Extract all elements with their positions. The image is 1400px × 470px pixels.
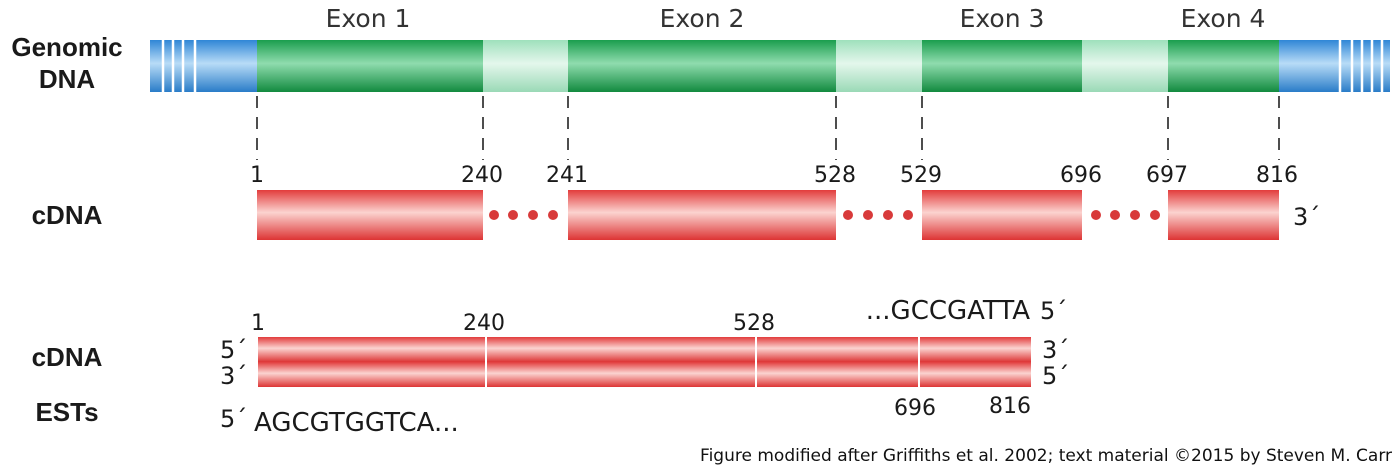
cdna-boundary-529: 529 — [900, 163, 942, 188]
cdna-segment-exon-1 — [257, 190, 483, 240]
cdna-3prime-end: 3´ — [1293, 203, 1320, 231]
utr-5prime-stripes — [161, 40, 197, 92]
cdna-label-top: cDNA — [32, 200, 103, 230]
cdna-label-bottom: cDNA — [32, 342, 103, 372]
exon-3-block — [922, 40, 1082, 92]
utr-3prime — [1279, 40, 1390, 92]
genomic-dna-bar — [150, 40, 1390, 92]
cdna-boundary-528: 528 — [814, 163, 856, 188]
cdna-segment-exon-4 — [1168, 190, 1279, 240]
ests-label: ESTs — [35, 397, 98, 427]
cdna-boundary-696: 696 — [1060, 163, 1102, 188]
exon-boundary-connectors — [256, 96, 1280, 160]
cdna2-right-top-end: 3´ — [1042, 336, 1069, 364]
cdna-segment-exon-3 — [922, 190, 1082, 240]
cdna2-number-528: 528 — [733, 311, 775, 336]
figure-credit: Figure modified after Griffiths et al. 2… — [700, 446, 1392, 466]
exon-3-label: Exon 3 — [960, 4, 1045, 33]
cdna-exon-junction-markers — [485, 337, 920, 387]
cdna-segment-exon-2 — [568, 190, 836, 240]
exon-2-label: Exon 2 — [660, 4, 745, 33]
splice-junction-dots — [489, 210, 1160, 220]
cdna2-left-bottom-end: 3´ — [220, 362, 247, 390]
cdna-boundary-816: 816 — [1256, 163, 1298, 188]
utr-3prime-stripes — [1338, 40, 1384, 92]
exon-4-label: Exon 4 — [1181, 4, 1266, 33]
cdna-boundary-697: 697 — [1146, 163, 1188, 188]
est-sequence-3prime-read: ...GCCGATTA — [866, 296, 1030, 326]
est-5prime-end: 5´ — [220, 405, 247, 433]
intron-3-block — [1082, 40, 1168, 92]
cdna-strand-top — [258, 337, 1031, 362]
cdna-boundary-1: 1 — [250, 163, 264, 188]
exon-4-block — [1168, 40, 1279, 92]
cdna-boundary-240: 240 — [461, 163, 503, 188]
cdna2-left-top-end: 5´ — [220, 336, 247, 364]
intron-1-block — [483, 40, 568, 92]
cdna-boundary-241: 241 — [546, 163, 588, 188]
exon-1-block — [257, 40, 483, 92]
cdna-strand-bottom — [258, 362, 1031, 387]
est-sequence-5prime-read: AGCGTGGTCA... — [254, 408, 459, 438]
genomic-dna-label-line1: Genomic — [11, 32, 122, 62]
exon-2-block — [568, 40, 836, 92]
cdna-double-strand — [258, 337, 1031, 387]
cdna2-number-1: 1 — [251, 311, 265, 336]
utr-5prime — [150, 40, 257, 92]
est-sequence-3prime-read-end: 5´ — [1040, 297, 1067, 325]
exon-1-label: Exon 1 — [326, 4, 411, 33]
cdna2-number-696: 696 — [894, 396, 936, 421]
cdna-segments — [257, 190, 1279, 240]
cdna2-number-816: 816 — [989, 394, 1031, 419]
genomic-dna-label-line2: DNA — [39, 64, 96, 94]
cdna2-right-bottom-end: 5´ — [1042, 362, 1069, 390]
cdna2-number-240: 240 — [463, 311, 505, 336]
intron-2-block — [836, 40, 922, 92]
